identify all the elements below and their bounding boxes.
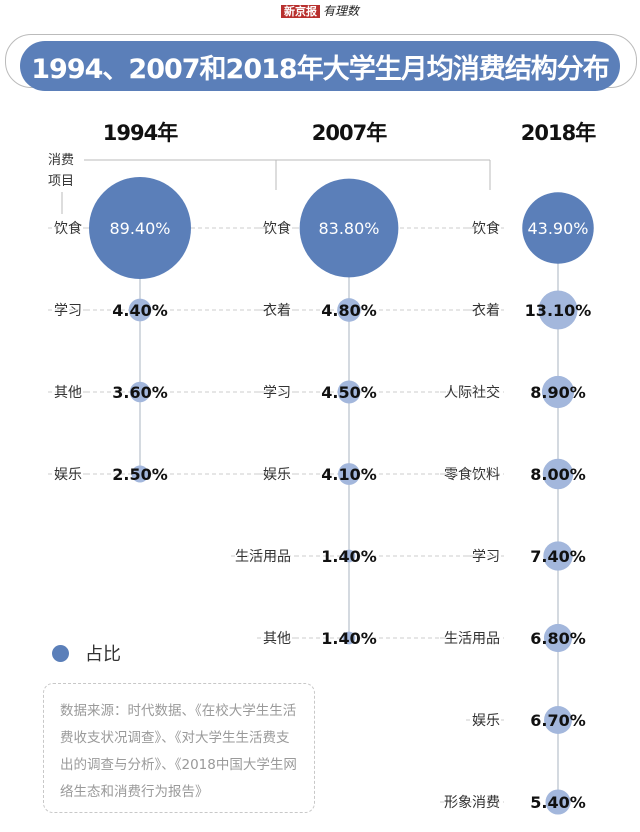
bubble xyxy=(544,706,572,734)
value-label: 4.40% xyxy=(112,301,168,320)
bubble xyxy=(337,298,361,322)
category-label: 其他 xyxy=(263,631,291,647)
bubble xyxy=(342,631,356,645)
bubble xyxy=(89,177,191,279)
category-label: 其他 xyxy=(54,385,82,401)
category-label: 形象消费 xyxy=(444,795,500,811)
value-label: 4.10% xyxy=(321,465,377,484)
category-label: 人际社交 xyxy=(444,384,500,401)
value-label: 3.60% xyxy=(112,383,168,402)
source-box: 数据来源：时代数据、《在校大学生生活费收支状况调查》、《对大学生生活费支出的调查… xyxy=(43,683,315,813)
value-label: 13.10% xyxy=(525,301,592,320)
category-label: 娱乐 xyxy=(472,713,500,729)
category-label: 学习 xyxy=(472,549,500,565)
legend-label: 占比 xyxy=(85,644,121,665)
bubble xyxy=(543,541,573,571)
year-heading: 1994年 xyxy=(103,121,178,145)
category-label: 娱乐 xyxy=(54,467,82,483)
bubble xyxy=(342,549,356,563)
category-label: 饮食 xyxy=(263,220,291,237)
category-label: 衣着 xyxy=(263,303,291,319)
bubble xyxy=(131,465,149,483)
bubble xyxy=(541,375,575,409)
category-label: 学习 xyxy=(54,303,82,319)
value-label: 6.80% xyxy=(530,629,586,648)
logo-sub: 有理数 xyxy=(322,4,359,18)
value-label: 1.40% xyxy=(321,547,377,566)
category-label: 零食饮料 xyxy=(444,466,500,483)
bubble xyxy=(129,381,151,403)
category-label: 生活用品 xyxy=(235,549,291,565)
category-label: 饮食 xyxy=(472,220,500,237)
axis-label: 消费项目 xyxy=(48,150,76,192)
bubble xyxy=(543,623,573,653)
bubble xyxy=(338,463,360,485)
bubble xyxy=(337,380,361,404)
logo: 新京报 有理数 xyxy=(0,2,640,19)
value-label: 4.50% xyxy=(321,383,377,402)
value-label: 8.00% xyxy=(530,465,586,484)
category-label: 学习 xyxy=(263,385,291,401)
value-label: 5.40% xyxy=(530,793,586,812)
value-label: 43.90% xyxy=(527,219,588,238)
logo-brand: 新京报 xyxy=(280,5,320,18)
bubble xyxy=(128,298,152,322)
legend-dot xyxy=(52,644,69,662)
bubble xyxy=(542,458,574,490)
year-heading: 2018年 xyxy=(521,121,596,145)
category-label: 衣着 xyxy=(472,303,500,319)
category-label: 娱乐 xyxy=(263,467,291,483)
legend: 占比 xyxy=(52,640,121,666)
value-label: 7.40% xyxy=(530,547,586,566)
bubble xyxy=(545,789,571,815)
value-label: 89.40% xyxy=(109,219,170,238)
page-title: 1994、2007和2018年大学生月均消费结构分布 xyxy=(20,41,620,91)
bubble xyxy=(299,178,399,278)
value-label: 2.50% xyxy=(112,465,168,484)
year-heading: 2007年 xyxy=(312,121,387,145)
value-label: 1.40% xyxy=(321,629,377,648)
value-label: 83.80% xyxy=(318,219,379,238)
value-label: 4.80% xyxy=(321,301,377,320)
bubble xyxy=(522,192,594,264)
category-label: 生活用品 xyxy=(444,631,500,647)
source-text: 数据来源：时代数据、《在校大学生生活费收支状况调查》、《对大学生生活费支出的调查… xyxy=(60,703,297,800)
value-label: 6.70% xyxy=(530,711,586,730)
category-label: 饮食 xyxy=(54,220,82,237)
bubble xyxy=(538,290,578,330)
value-label: 8.90% xyxy=(530,383,586,402)
